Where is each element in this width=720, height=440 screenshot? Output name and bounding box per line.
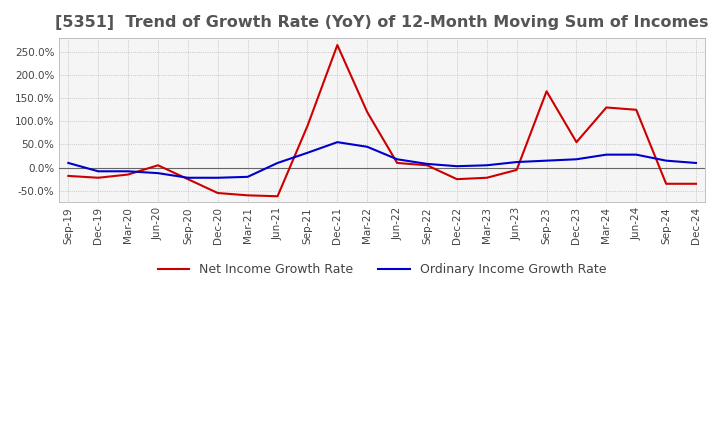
Net Income Growth Rate [542, 88, 551, 94]
Ordinary Income Growth Rate [153, 171, 162, 176]
Ordinary Income Growth Rate [363, 144, 372, 150]
Ordinary Income Growth Rate [632, 152, 641, 157]
Ordinary Income Growth Rate [662, 158, 670, 163]
Ordinary Income Growth Rate [333, 139, 342, 145]
Ordinary Income Growth Rate [124, 169, 132, 174]
Ordinary Income Growth Rate [274, 160, 282, 165]
Ordinary Income Growth Rate [243, 174, 252, 180]
Ordinary Income Growth Rate [453, 164, 462, 169]
Ordinary Income Growth Rate [542, 158, 551, 163]
Net Income Growth Rate [64, 173, 73, 179]
Net Income Growth Rate [124, 172, 132, 177]
Ordinary Income Growth Rate [572, 157, 581, 162]
Net Income Growth Rate [213, 191, 222, 196]
Net Income Growth Rate [333, 42, 342, 48]
Net Income Growth Rate [363, 110, 372, 115]
Ordinary Income Growth Rate [184, 175, 192, 180]
Net Income Growth Rate [184, 176, 192, 182]
Net Income Growth Rate [692, 181, 701, 187]
Ordinary Income Growth Rate [94, 169, 102, 174]
Ordinary Income Growth Rate [423, 161, 431, 166]
Legend: Net Income Growth Rate, Ordinary Income Growth Rate: Net Income Growth Rate, Ordinary Income … [153, 258, 611, 282]
Net Income Growth Rate [153, 163, 162, 168]
Ordinary Income Growth Rate [482, 163, 491, 168]
Ordinary Income Growth Rate [513, 159, 521, 165]
Net Income Growth Rate [482, 175, 491, 180]
Ordinary Income Growth Rate [64, 160, 73, 165]
Ordinary Income Growth Rate [602, 152, 611, 157]
Net Income Growth Rate [572, 139, 581, 145]
Ordinary Income Growth Rate [303, 150, 312, 155]
Net Income Growth Rate [632, 107, 641, 113]
Net Income Growth Rate [662, 181, 670, 187]
Ordinary Income Growth Rate [393, 157, 402, 162]
Line: Ordinary Income Growth Rate: Ordinary Income Growth Rate [68, 142, 696, 178]
Ordinary Income Growth Rate [213, 175, 222, 180]
Net Income Growth Rate [602, 105, 611, 110]
Title: [5351]  Trend of Growth Rate (YoY) of 12-Month Moving Sum of Incomes: [5351] Trend of Growth Rate (YoY) of 12-… [55, 15, 709, 30]
Net Income Growth Rate [94, 175, 102, 180]
Line: Net Income Growth Rate: Net Income Growth Rate [68, 45, 696, 196]
Ordinary Income Growth Rate [692, 160, 701, 165]
Net Income Growth Rate [423, 163, 431, 168]
Net Income Growth Rate [513, 167, 521, 172]
Net Income Growth Rate [453, 176, 462, 182]
Net Income Growth Rate [393, 160, 402, 165]
Net Income Growth Rate [243, 193, 252, 198]
Net Income Growth Rate [303, 123, 312, 128]
Net Income Growth Rate [274, 194, 282, 199]
